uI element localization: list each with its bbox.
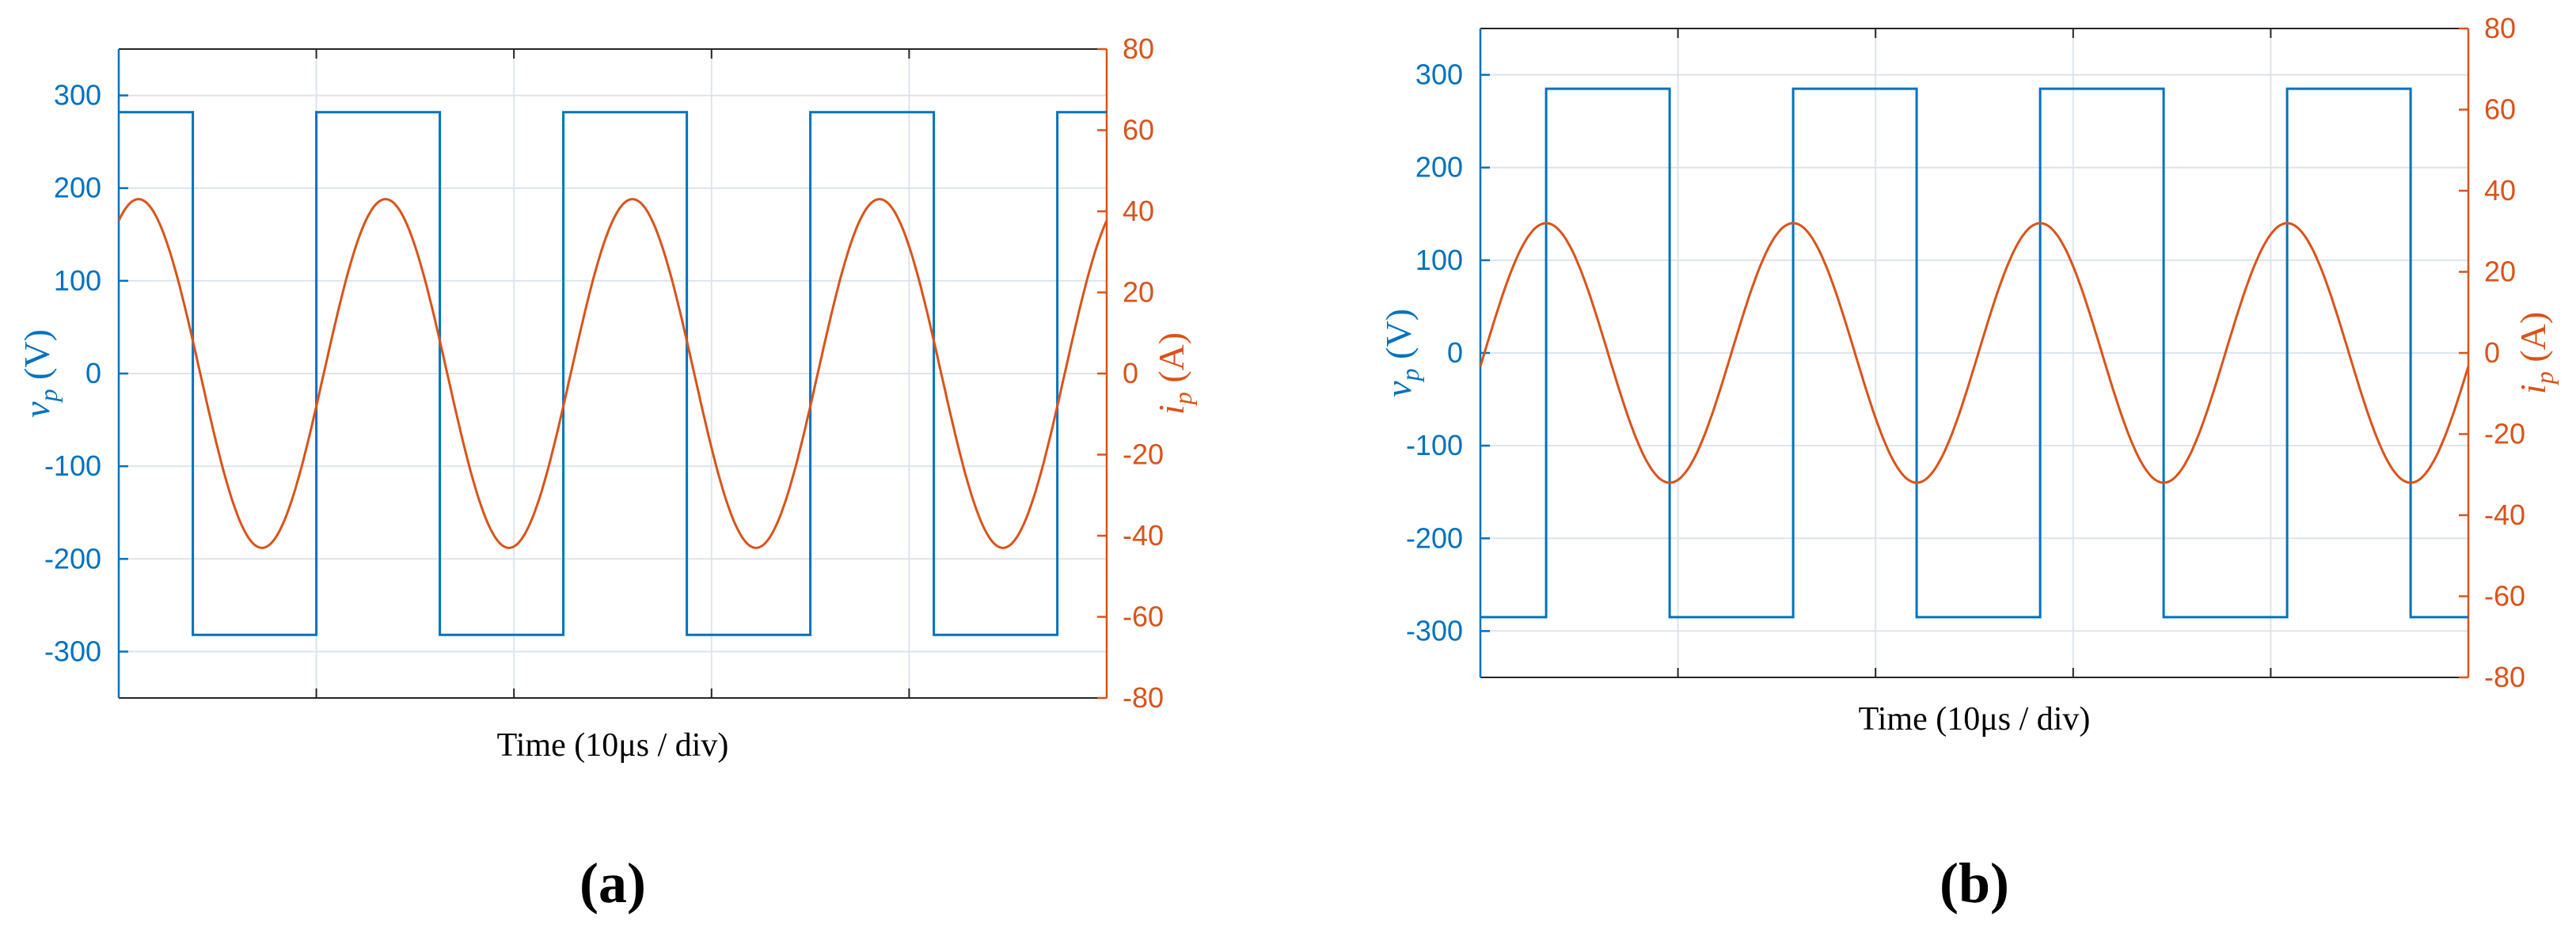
panel-a: -300-200-1000100200300-80-60-40-20020406… bbox=[17, 32, 1197, 915]
panel-a-ytick-right-label-2: -40 bbox=[1123, 519, 1164, 552]
panel-a-ylabel-right: ip (A) bbox=[1151, 332, 1197, 415]
panel-a-series bbox=[117, 111, 1108, 636]
panel-b-ytick-left-label-6: 300 bbox=[1415, 59, 1463, 91]
panel-a-ytick-right-label-8: 80 bbox=[1123, 32, 1154, 65]
panel-a-axes: -300-200-1000100200300-80-60-40-20020406… bbox=[44, 32, 1164, 714]
panel-a-ytick-right-label-6: 40 bbox=[1123, 195, 1154, 227]
panel-b-ytick-left-label-4: 100 bbox=[1415, 244, 1463, 276]
panel-b-grid bbox=[1480, 28, 2468, 677]
panel-a-grid bbox=[119, 49, 1107, 698]
panel-a-panel-label: (a) bbox=[579, 851, 646, 915]
panel-a-ytick-left-label-4: 100 bbox=[54, 264, 101, 297]
panel-b-axes: -300-200-1000100200300-80-60-40-20020406… bbox=[1406, 12, 2525, 693]
panel-b-panel-label: (b) bbox=[1940, 851, 2009, 915]
panel-b-current-series bbox=[1479, 222, 2470, 484]
panel-a-ytick-left-label-5: 200 bbox=[54, 172, 101, 204]
panel-a-ytick-right-label-3: -20 bbox=[1123, 438, 1164, 471]
panel-a-ytick-left-label-2: -100 bbox=[44, 449, 101, 482]
panel-a-xlabel: Time (10μs / div) bbox=[497, 727, 729, 764]
panel-b-series bbox=[1479, 87, 2470, 619]
panel-b-ytick-left-label-2: -100 bbox=[1406, 429, 1463, 461]
panel-b-ytick-right-label-2: -40 bbox=[2484, 499, 2525, 531]
panel-a-voltage-series bbox=[119, 111, 1107, 636]
panel-a-ylabel-left: vp (V) bbox=[17, 329, 63, 418]
panel-b-ytick-right-label-6: 40 bbox=[2484, 174, 2516, 207]
panel-a-current-series bbox=[117, 198, 1108, 549]
panel-b-ytick-left-label-3: 0 bbox=[1447, 336, 1463, 369]
panel-b: -300-200-1000100200300-80-60-40-20020406… bbox=[1378, 12, 2559, 915]
panel-a-ytick-left-label-0: -300 bbox=[44, 635, 101, 667]
panel-b-ytick-right-label-1: -60 bbox=[2484, 580, 2525, 613]
panel-b-ytick-right-label-5: 20 bbox=[2484, 256, 2516, 288]
panel-a-labels: Time (10μs / div) (a) vp (V) ip (A) bbox=[17, 329, 1197, 915]
panel-b-ytick-left-label-0: -300 bbox=[1406, 614, 1463, 647]
panel-b-voltage-series bbox=[1480, 87, 2468, 619]
panel-b-ylabel-right: ip (A) bbox=[2513, 312, 2559, 394]
panel-a-ytick-right-label-0: -80 bbox=[1123, 681, 1164, 714]
panel-b-ytick-left-label-1: -200 bbox=[1406, 521, 1463, 554]
panel-b-ytick-right-label-0: -80 bbox=[2484, 661, 2525, 693]
panel-a-ytick-right-label-5: 20 bbox=[1123, 276, 1154, 309]
panel-a-ytick-right-label-4: 0 bbox=[1123, 357, 1138, 389]
panel-a-ytick-left-label-6: 300 bbox=[54, 79, 101, 112]
panel-b-ytick-right-label-4: 0 bbox=[2484, 336, 2500, 369]
panel-a-ytick-left-label-1: -200 bbox=[44, 542, 101, 575]
panel-b-ytick-right-label-8: 80 bbox=[2484, 12, 2516, 44]
panel-b-ytick-right-label-7: 60 bbox=[2484, 93, 2516, 126]
panel-b-ytick-right-label-3: -20 bbox=[2484, 418, 2525, 450]
panel-a-ytick-right-label-1: -60 bbox=[1123, 601, 1164, 633]
panel-a-ytick-left-label-3: 0 bbox=[85, 357, 101, 389]
panel-b-ylabel-left: vp (V) bbox=[1378, 309, 1424, 397]
panel-a-ytick-right-label-7: 60 bbox=[1123, 114, 1154, 146]
panel-b-labels: Time (10μs / div) (b) vp (V) ip (A) bbox=[1378, 309, 2559, 915]
panel-b-ytick-left-label-5: 200 bbox=[1415, 151, 1463, 184]
panel-b-xlabel: Time (10μs / div) bbox=[1859, 701, 2091, 738]
